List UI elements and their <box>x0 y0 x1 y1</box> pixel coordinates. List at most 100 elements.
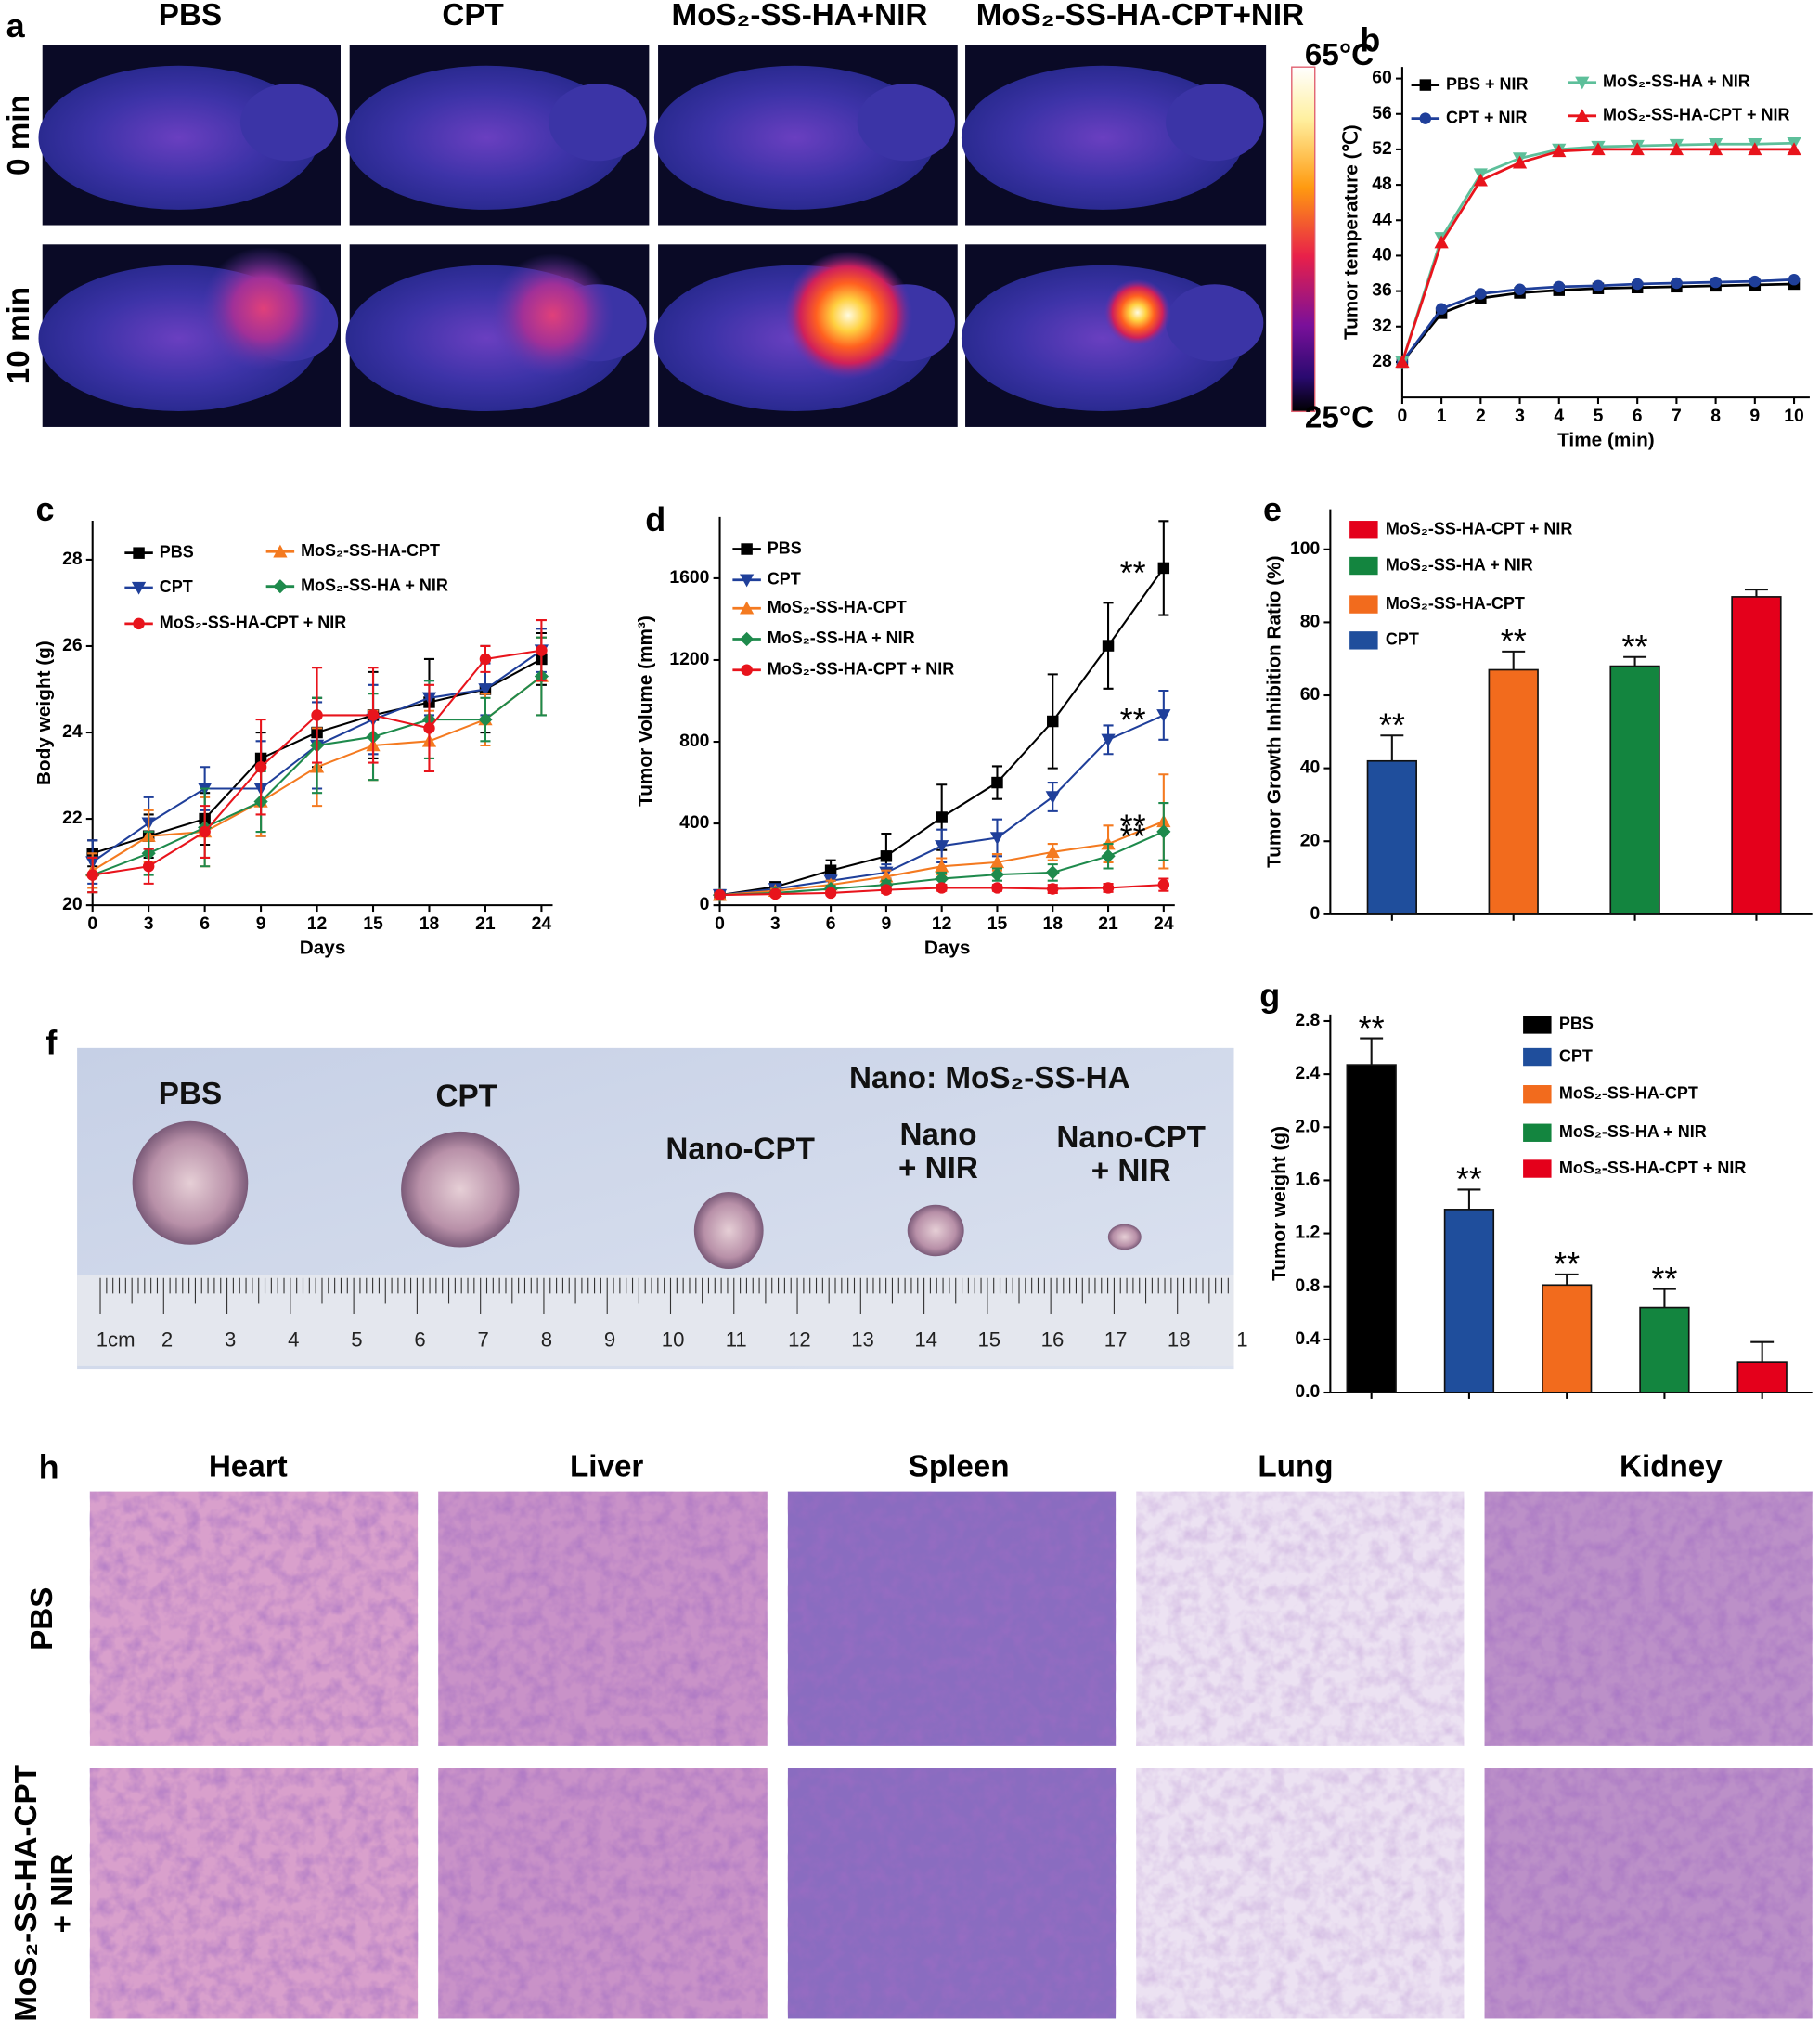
histology-texture <box>787 1768 1117 2019</box>
y-tick-label: 26 <box>62 635 83 655</box>
marker <box>989 867 1005 882</box>
ruler-label: 15 <box>977 1327 1000 1351</box>
y-axis-title: Tumor Growth Inhibition Ratio (%) <box>1263 555 1284 867</box>
x-tick-label: 0 <box>87 913 97 934</box>
mouse-head <box>857 84 955 162</box>
panel-letter: c <box>35 490 54 528</box>
ruler-label: 8 <box>541 1327 552 1351</box>
legend-swatch <box>1349 595 1378 614</box>
marker <box>769 887 781 900</box>
legend-marker <box>741 543 753 555</box>
bar <box>1488 668 1539 915</box>
column-header: PBS <box>159 0 222 32</box>
bar <box>1731 596 1782 915</box>
marker <box>879 869 894 883</box>
tumor <box>401 1131 520 1248</box>
legend-marker <box>1419 112 1432 124</box>
marker <box>1671 277 1683 290</box>
marker <box>1156 824 1171 839</box>
row-label: 0 min <box>2 95 36 175</box>
panel-letter: f <box>45 1024 58 1062</box>
legend-label: MoS₂-SS-HA-CPT + NIR <box>1559 1159 1747 1177</box>
y-tick-label: 1.6 <box>1295 1170 1320 1190</box>
legend-marker <box>273 579 288 594</box>
error-bar <box>1744 589 1768 597</box>
column-header: Lung <box>1258 1449 1333 1483</box>
y-tick-label: 100 <box>1290 538 1320 559</box>
legend-marker <box>1419 79 1432 91</box>
marker <box>1045 845 1060 859</box>
tumor-label: + NIR <box>1091 1154 1171 1188</box>
tumor-label: + NIR <box>898 1151 978 1185</box>
marker <box>1102 882 1115 894</box>
series-line <box>1400 148 1795 363</box>
marker <box>1708 142 1723 156</box>
error-bar <box>1502 650 1526 670</box>
panel-letter: d <box>645 500 665 538</box>
significance: ** <box>1120 701 1146 739</box>
marker <box>1101 848 1116 863</box>
ruler-label: 6 <box>414 1327 425 1351</box>
bar <box>1443 1209 1495 1393</box>
marker <box>1788 273 1801 286</box>
y-tick-label: 20 <box>62 894 83 914</box>
panel-letter: e <box>1263 490 1282 528</box>
column-header: Spleen <box>909 1449 1010 1483</box>
y-tick-label: 52 <box>1372 138 1392 159</box>
y-tick-label: 36 <box>1372 280 1392 301</box>
significance: ** <box>1359 1009 1385 1047</box>
marker <box>824 887 837 900</box>
y-tick-label: 56 <box>1372 103 1392 123</box>
histology-texture <box>1484 1491 1813 1746</box>
bar <box>1366 759 1417 915</box>
mouse-head <box>239 84 339 162</box>
marker <box>714 888 726 901</box>
x-tick-label: 2 <box>1476 406 1486 426</box>
histology-texture <box>89 1768 419 2019</box>
marker <box>936 811 948 823</box>
legend-marker <box>273 544 288 558</box>
tumor <box>1107 1224 1142 1250</box>
marker <box>1475 288 1487 300</box>
ruler-label: 17 <box>1104 1327 1128 1351</box>
legend-label: MoS₂-SS-HA-CPT + NIR <box>1603 106 1790 124</box>
legend-label: CPT <box>160 577 193 596</box>
ruler-label: 16 <box>1041 1327 1065 1351</box>
legend-label: MoS₂-SS-HA + NIR <box>301 576 448 594</box>
ruler-label: 5 <box>351 1327 362 1351</box>
legend-marker <box>741 664 753 676</box>
column-header: Kidney <box>1620 1449 1723 1483</box>
legend-label: CPT <box>1386 630 1419 649</box>
y-axis-title: Tumor Volume (mm³) <box>635 615 656 807</box>
ruler-label: 7 <box>478 1327 489 1351</box>
y-tick-label: 40 <box>1372 245 1392 265</box>
marker <box>311 709 323 721</box>
legend-swatch <box>1349 521 1378 539</box>
legend-label: MoS₂-SS-HA-CPT <box>1559 1083 1698 1102</box>
y-tick-label: 0.0 <box>1295 1381 1320 1402</box>
marker <box>991 776 1003 789</box>
legend-swatch <box>1523 1047 1552 1067</box>
legend-label: MoS₂-SS-HA-CPT + NIR <box>768 659 955 678</box>
legend-marker <box>131 581 147 595</box>
ruler-label: 11 <box>726 1327 747 1351</box>
y-tick-label: 60 <box>1300 684 1321 705</box>
marker <box>1434 235 1449 249</box>
x-tick-label: 5 <box>1594 406 1604 426</box>
marker <box>367 709 380 721</box>
ruler-label: 13 <box>851 1327 874 1351</box>
x-tick-label: 3 <box>144 913 154 934</box>
tumor-label: Nano-CPT <box>665 1132 815 1166</box>
y-tick-label: 32 <box>1372 316 1392 336</box>
x-tick-label: 9 <box>882 913 892 934</box>
row-label: MoS₂-SS-HA-CPT <box>9 1765 44 2020</box>
color-bar <box>1291 66 1316 413</box>
bar <box>1639 1306 1690 1393</box>
y-tick-label: 0.4 <box>1295 1328 1320 1349</box>
marker <box>1592 279 1605 292</box>
x-tick-label: 9 <box>1749 406 1760 426</box>
hot-spot <box>201 247 326 371</box>
mouse-head <box>549 84 647 162</box>
